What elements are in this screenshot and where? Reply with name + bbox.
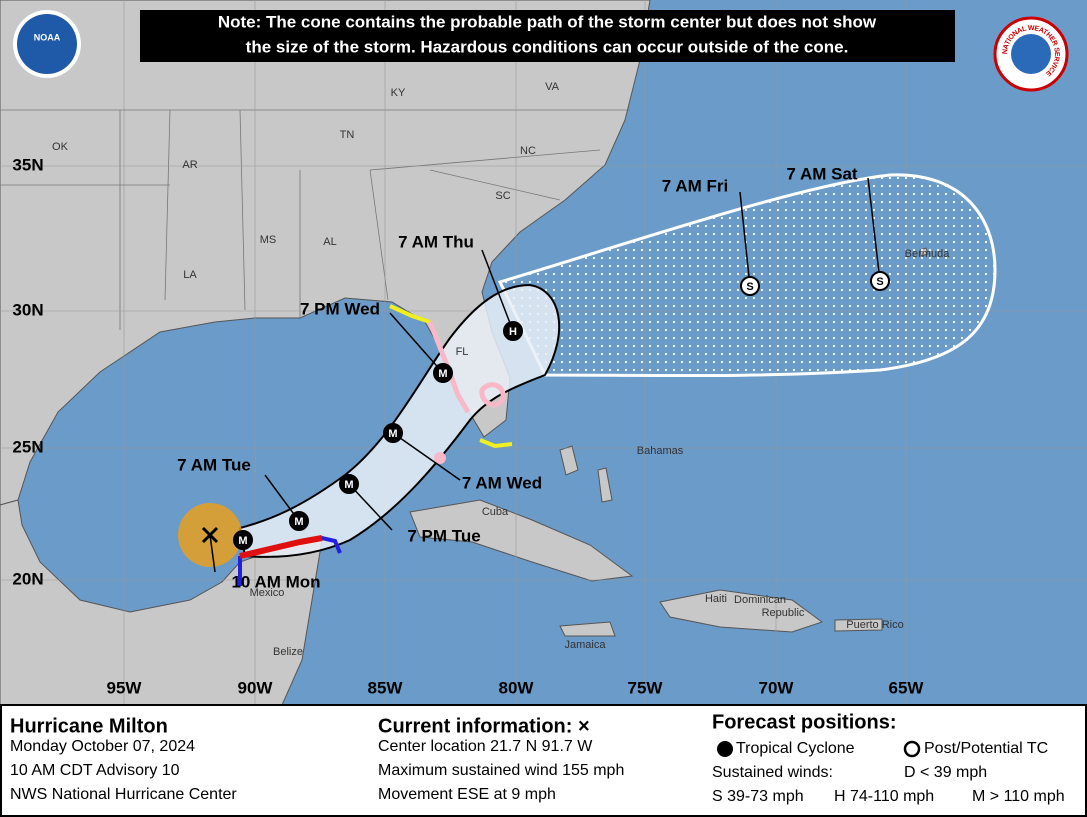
place-label: Cuba — [482, 506, 509, 518]
longitude-label: 80W — [499, 678, 535, 697]
storm-info: NWS National Hurricane Center — [10, 786, 237, 803]
noaa-logo — [17, 14, 77, 74]
storm-info: Hurricane Milton — [10, 715, 168, 737]
forecast-time: 7 PM Tue — [407, 526, 480, 545]
state-label: FL — [456, 346, 469, 358]
current-info: Maximum sustained wind 155 mph — [378, 762, 624, 779]
forecast-point-letter: M — [438, 368, 447, 380]
forecast-point-letter: M — [388, 428, 397, 440]
forecast-point — [740, 276, 760, 296]
place-label: Jamaica — [565, 639, 607, 651]
forecast-point-letter: H — [509, 326, 517, 338]
footer — [0, 704, 1087, 817]
warning-line — [239, 535, 323, 559]
legend-text: H 74-110 mph — [834, 788, 934, 805]
current-info: Center location 21.7 N 91.7 W — [378, 738, 593, 755]
note-line: the size of the storm. Hazardous conditi… — [246, 37, 849, 56]
leader-line — [348, 483, 393, 531]
place-label: Mexico — [250, 587, 285, 599]
legend-text: D < 39 mph — [904, 764, 987, 781]
latitude-label: 20N — [12, 569, 43, 588]
longitude-label: 70W — [759, 678, 795, 697]
forecast-time: 7 AM Sat — [786, 164, 858, 183]
place-label: Bermuda — [905, 248, 951, 260]
note-line: Note: The cone contains the probable pat… — [218, 12, 877, 31]
state-label: TN — [340, 129, 355, 141]
state-label: AR — [182, 159, 197, 171]
state-label: MS — [260, 234, 277, 246]
storm-surge-watch — [479, 438, 513, 449]
state-borders — [0, 109, 630, 330]
forecast-title: Forecast positions: — [712, 711, 896, 733]
cone-inner — [238, 283, 561, 558]
lake-warning — [479, 382, 506, 408]
forecast-time: 10 AM Mon — [231, 572, 320, 591]
legend-symbol — [717, 741, 733, 757]
forecast-time: 7 AM Fri — [662, 176, 728, 195]
leader-line — [392, 432, 461, 481]
latitude-label: 30N — [12, 300, 43, 319]
forecast-time: 7 AM Wed — [462, 473, 542, 492]
storm-surge-watch — [389, 304, 431, 324]
forecast-point — [339, 474, 359, 494]
state-label: AL — [323, 236, 336, 248]
leader-line — [389, 312, 444, 374]
forecast-point — [383, 423, 403, 443]
current-info: Movement ESE at 9 mph — [378, 786, 556, 803]
longitude-label: 95W — [107, 678, 143, 697]
forecast-time: 7 PM Wed — [300, 299, 380, 318]
storm-info: 10 AM CDT Advisory 10 — [10, 762, 180, 779]
leader-line — [739, 191, 751, 287]
legend-symbol — [903, 740, 921, 758]
place-label: Belize — [273, 646, 303, 658]
forecast-point-letter: M — [344, 479, 353, 491]
place-label: Haiti — [705, 593, 727, 605]
state-label: KY — [391, 87, 406, 99]
leader-line — [867, 177, 881, 282]
place-label: Republic — [762, 607, 805, 619]
nws-logo — [1011, 34, 1051, 74]
forecast-time: 7 AM Thu — [398, 232, 474, 251]
latitude-label: 35N — [12, 155, 43, 174]
forecast-point — [233, 530, 253, 550]
storm-info: Monday October 07, 2024 — [10, 738, 195, 755]
note-box — [140, 10, 955, 62]
forecast-point-letter: M — [294, 516, 303, 528]
place-label: Puerto Rico — [846, 619, 903, 631]
cone-outer — [497, 173, 997, 378]
longitude-label: 85W — [368, 678, 404, 697]
forecast-point-letter: S — [746, 281, 753, 293]
leader-line — [209, 534, 216, 573]
forecast-point-letter: M — [238, 535, 247, 547]
legend-text: Post/Potential TC — [924, 740, 1048, 757]
legend-text: M > 110 mph — [972, 788, 1065, 805]
place-label: Dominican — [734, 594, 786, 606]
legend-text: Tropical Cyclone — [736, 740, 855, 757]
legend-text: Sustained winds: — [712, 764, 833, 781]
forecast-point — [503, 321, 523, 341]
latitude-label: 25N — [12, 437, 43, 456]
warning-area — [434, 452, 446, 464]
forecast-point — [433, 363, 453, 383]
forecast-point — [870, 271, 890, 291]
state-label: LA — [183, 269, 197, 281]
leader-line — [481, 249, 514, 332]
state-label: SC — [495, 190, 510, 202]
forecast-point — [289, 511, 309, 531]
longitude-label: 90W — [238, 678, 274, 697]
state-label: VA — [545, 81, 560, 93]
forecast-point-letter: S — [876, 276, 883, 288]
state-label: OK — [52, 141, 69, 153]
legend-text: S 39-73 mph — [712, 788, 804, 805]
current-info: Current information: × — [378, 715, 590, 737]
place-label: Bahamas — [637, 445, 684, 457]
forecast-time: 7 AM Tue — [177, 455, 251, 474]
state-label: NC — [520, 145, 536, 157]
longitude-label: 75W — [628, 678, 664, 697]
longitude-label: 65W — [889, 678, 925, 697]
noaa-text: NOAA — [34, 32, 61, 42]
